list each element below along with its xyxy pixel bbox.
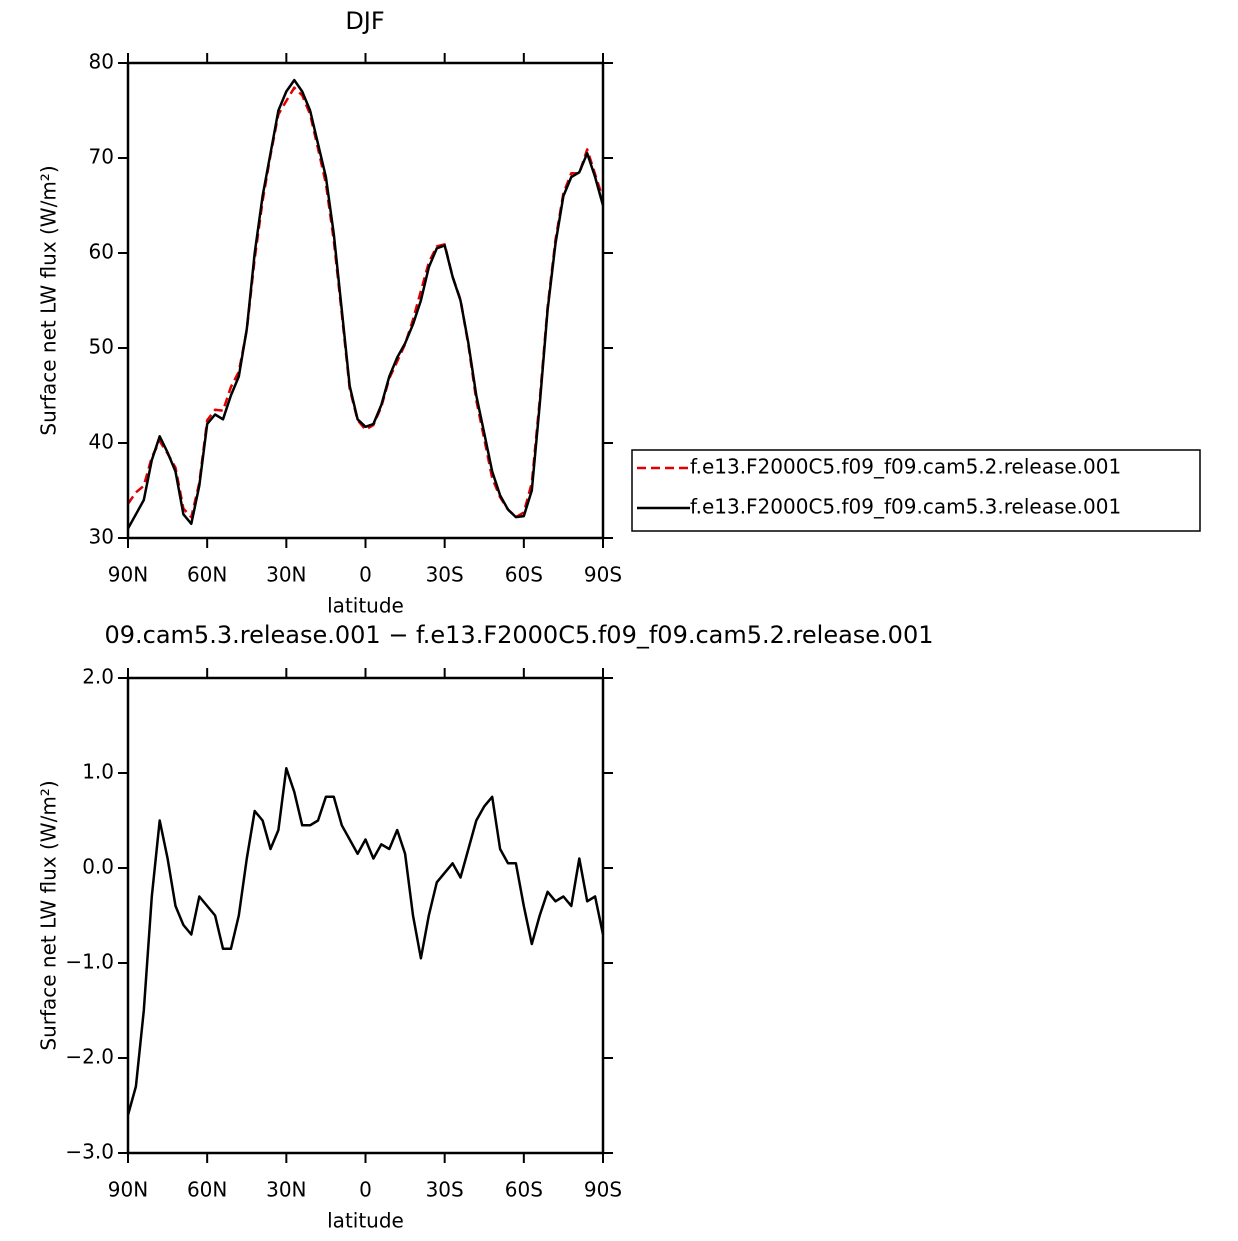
x-tick-label: 30N (266, 563, 306, 587)
chart-title: 09.cam5.3.release.001 − f.e13.F2000C5.f0… (104, 621, 933, 649)
data-line (126, 78, 605, 530)
x-tick-label: 0 (359, 1178, 372, 1202)
plot-frame (126, 61, 605, 540)
data-line (126, 86, 605, 519)
legend-box (631, 449, 1201, 532)
y-tick-label: 40 (89, 430, 114, 454)
x-tick-label: 60S (505, 1178, 543, 1202)
plot-frame (126, 676, 605, 1155)
legend-label: f.e13.F2000C5.f09_f09.cam5.3.release.001 (690, 495, 1121, 519)
x-tick-label: 60S (505, 563, 543, 587)
x-axis-label: latitude (327, 594, 404, 618)
x-tick-label: 90S (584, 1178, 622, 1202)
y-tick-label: −2.0 (65, 1045, 114, 1069)
x-tick-label: 60N (187, 563, 227, 587)
chart-title: DJF (345, 7, 384, 35)
y-tick-label: 2.0 (82, 665, 114, 689)
x-axis-label: latitude (327, 1209, 404, 1233)
y-axis-label: Surface net LW flux (W/m²) (37, 165, 61, 435)
y-tick-label: 70 (89, 145, 114, 169)
x-tick-label: 0 (359, 563, 372, 587)
x-tick-label: 30S (426, 563, 464, 587)
x-tick-label: 60N (187, 1178, 227, 1202)
y-tick-label: 1.0 (82, 760, 114, 784)
y-tick-label: 0.0 (82, 855, 114, 879)
y-tick-label: 60 (89, 240, 114, 264)
y-axis-label: Surface net LW flux (W/m²) (37, 780, 61, 1050)
data-line (126, 767, 605, 1116)
x-tick-label: 30S (426, 1178, 464, 1202)
x-tick-label: 90N (108, 563, 148, 587)
y-tick-label: −3.0 (65, 1140, 114, 1164)
y-tick-label: −1.0 (65, 950, 114, 974)
y-tick-label: 30 (89, 525, 114, 549)
x-tick-label: 90S (584, 563, 622, 587)
y-tick-label: 50 (89, 335, 114, 359)
x-tick-label: 30N (266, 1178, 306, 1202)
x-tick-label: 90N (108, 1178, 148, 1202)
y-tick-label: 80 (89, 50, 114, 74)
legend-label: f.e13.F2000C5.f09_f09.cam5.2.release.001 (690, 455, 1121, 479)
